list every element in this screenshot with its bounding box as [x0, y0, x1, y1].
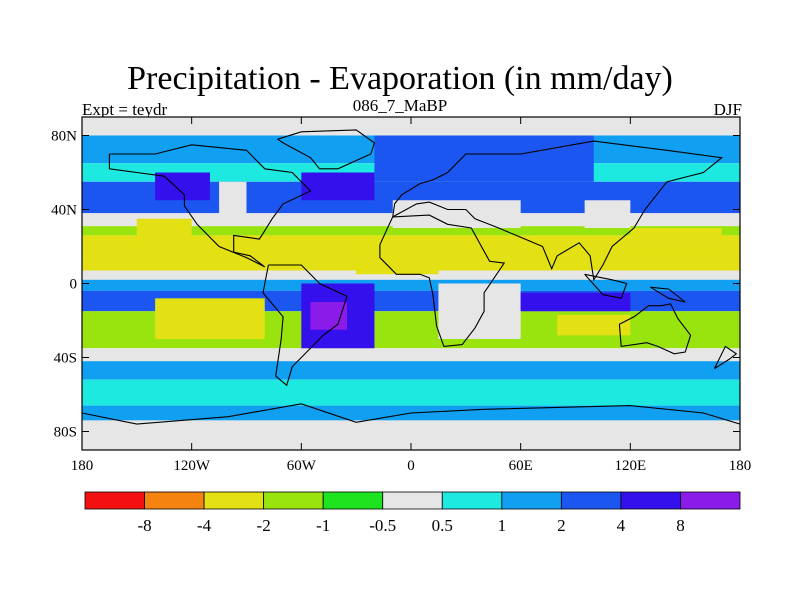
field-region — [155, 172, 210, 201]
axis-ticks: 180 120W 60W 0 60E 120E 180 80N 40N 0 40S 80S — [51, 117, 751, 474]
x-tick-label: 60W — [287, 458, 317, 474]
y-tick-label: 40N — [51, 203, 77, 219]
season-label: DJF — [713, 100, 742, 119]
coastline — [379, 214, 506, 347]
coastline — [618, 303, 692, 355]
colorbar-swatch — [263, 491, 324, 510]
colorbar-swatch — [560, 491, 622, 510]
colorbar-swatch — [441, 491, 503, 510]
colorbar-swatch — [203, 491, 265, 510]
field-band — [82, 348, 740, 362]
pe-field — [82, 117, 740, 450]
x-tick-label: 180 — [71, 458, 94, 474]
colorbar-label: 4 — [617, 516, 626, 535]
x-tick-label: 120E — [614, 458, 646, 474]
plot-title: Precipitation - Evaporation (in mm/day) — [127, 60, 673, 97]
coastline — [650, 286, 686, 303]
field-region — [356, 237, 439, 275]
colorbar-swatch — [84, 491, 145, 510]
field-region — [630, 228, 722, 256]
colorbar-swatch — [322, 491, 384, 510]
colorbar-label: 8 — [676, 516, 685, 535]
x-tick-label: 180 — [729, 458, 752, 474]
coastline — [713, 345, 738, 370]
experiment-label: Expt = teydr — [82, 100, 168, 119]
field-region — [520, 292, 631, 312]
x-tick-label: 0 — [407, 458, 415, 474]
field-band — [82, 379, 740, 406]
coastline — [277, 129, 376, 170]
field-band — [82, 226, 740, 236]
field-band — [82, 279, 740, 291]
colorbar-label: 1 — [498, 516, 507, 535]
y-tick-label: 80N — [51, 129, 77, 145]
colorbar-swatch — [501, 491, 562, 510]
colorbar-label: -8 — [137, 516, 151, 535]
coastline — [82, 403, 740, 425]
x-tick-label: 60E — [509, 458, 533, 474]
coastline — [262, 264, 348, 387]
field-band — [82, 361, 740, 380]
y-tick-label: 40S — [54, 351, 77, 367]
field-region — [392, 200, 521, 228]
colorbar-swatch — [382, 491, 443, 510]
colorbar-label: -4 — [197, 516, 212, 535]
field-band — [82, 117, 740, 136]
colorbar-swatch — [680, 491, 741, 510]
coastline — [584, 273, 628, 299]
y-tick-label: 80S — [54, 425, 77, 441]
colorbar-label: -1 — [316, 516, 330, 535]
field-band — [82, 270, 740, 280]
colorbar-label: -2 — [257, 516, 271, 535]
field-region — [155, 298, 265, 339]
field-region — [438, 283, 521, 339]
colorbar-label: -0.5 — [369, 516, 396, 535]
y-tick-label: 0 — [70, 277, 78, 293]
field-region — [584, 200, 631, 228]
period-label: 086_7_MaBP — [352, 96, 448, 115]
field-region — [219, 181, 247, 219]
colorbar-label: 2 — [557, 516, 566, 535]
field-region — [136, 218, 192, 247]
field-region — [301, 172, 375, 201]
coastline — [108, 144, 312, 268]
coastline — [392, 140, 724, 282]
coastlines — [82, 129, 740, 425]
colorbar-swatch — [620, 491, 681, 510]
x-tick-label: 120W — [173, 458, 211, 474]
colorbar-label: 0.5 — [432, 516, 453, 535]
field-region — [557, 314, 631, 336]
field-region — [310, 302, 348, 330]
field-region — [374, 135, 594, 182]
colorbar-swatch — [144, 491, 205, 510]
colorbar: -8 -4 -2 -1 -0.5 0.5 1 2 4 8 — [84, 491, 741, 535]
